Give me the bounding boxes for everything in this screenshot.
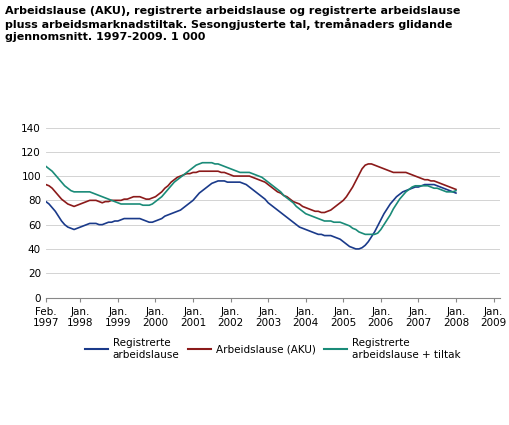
Legend: Registrerte
arbeidslause, Arbeidslause (AKU), Registrerte
arbeidslause + tiltak: Registrerte arbeidslause, Arbeidslause (… (80, 334, 464, 364)
Text: Arbeidslause (AKU), registrerte arbeidslause og registrerte arbeidslause
pluss a: Arbeidslause (AKU), registrerte arbeidsl… (5, 6, 460, 42)
